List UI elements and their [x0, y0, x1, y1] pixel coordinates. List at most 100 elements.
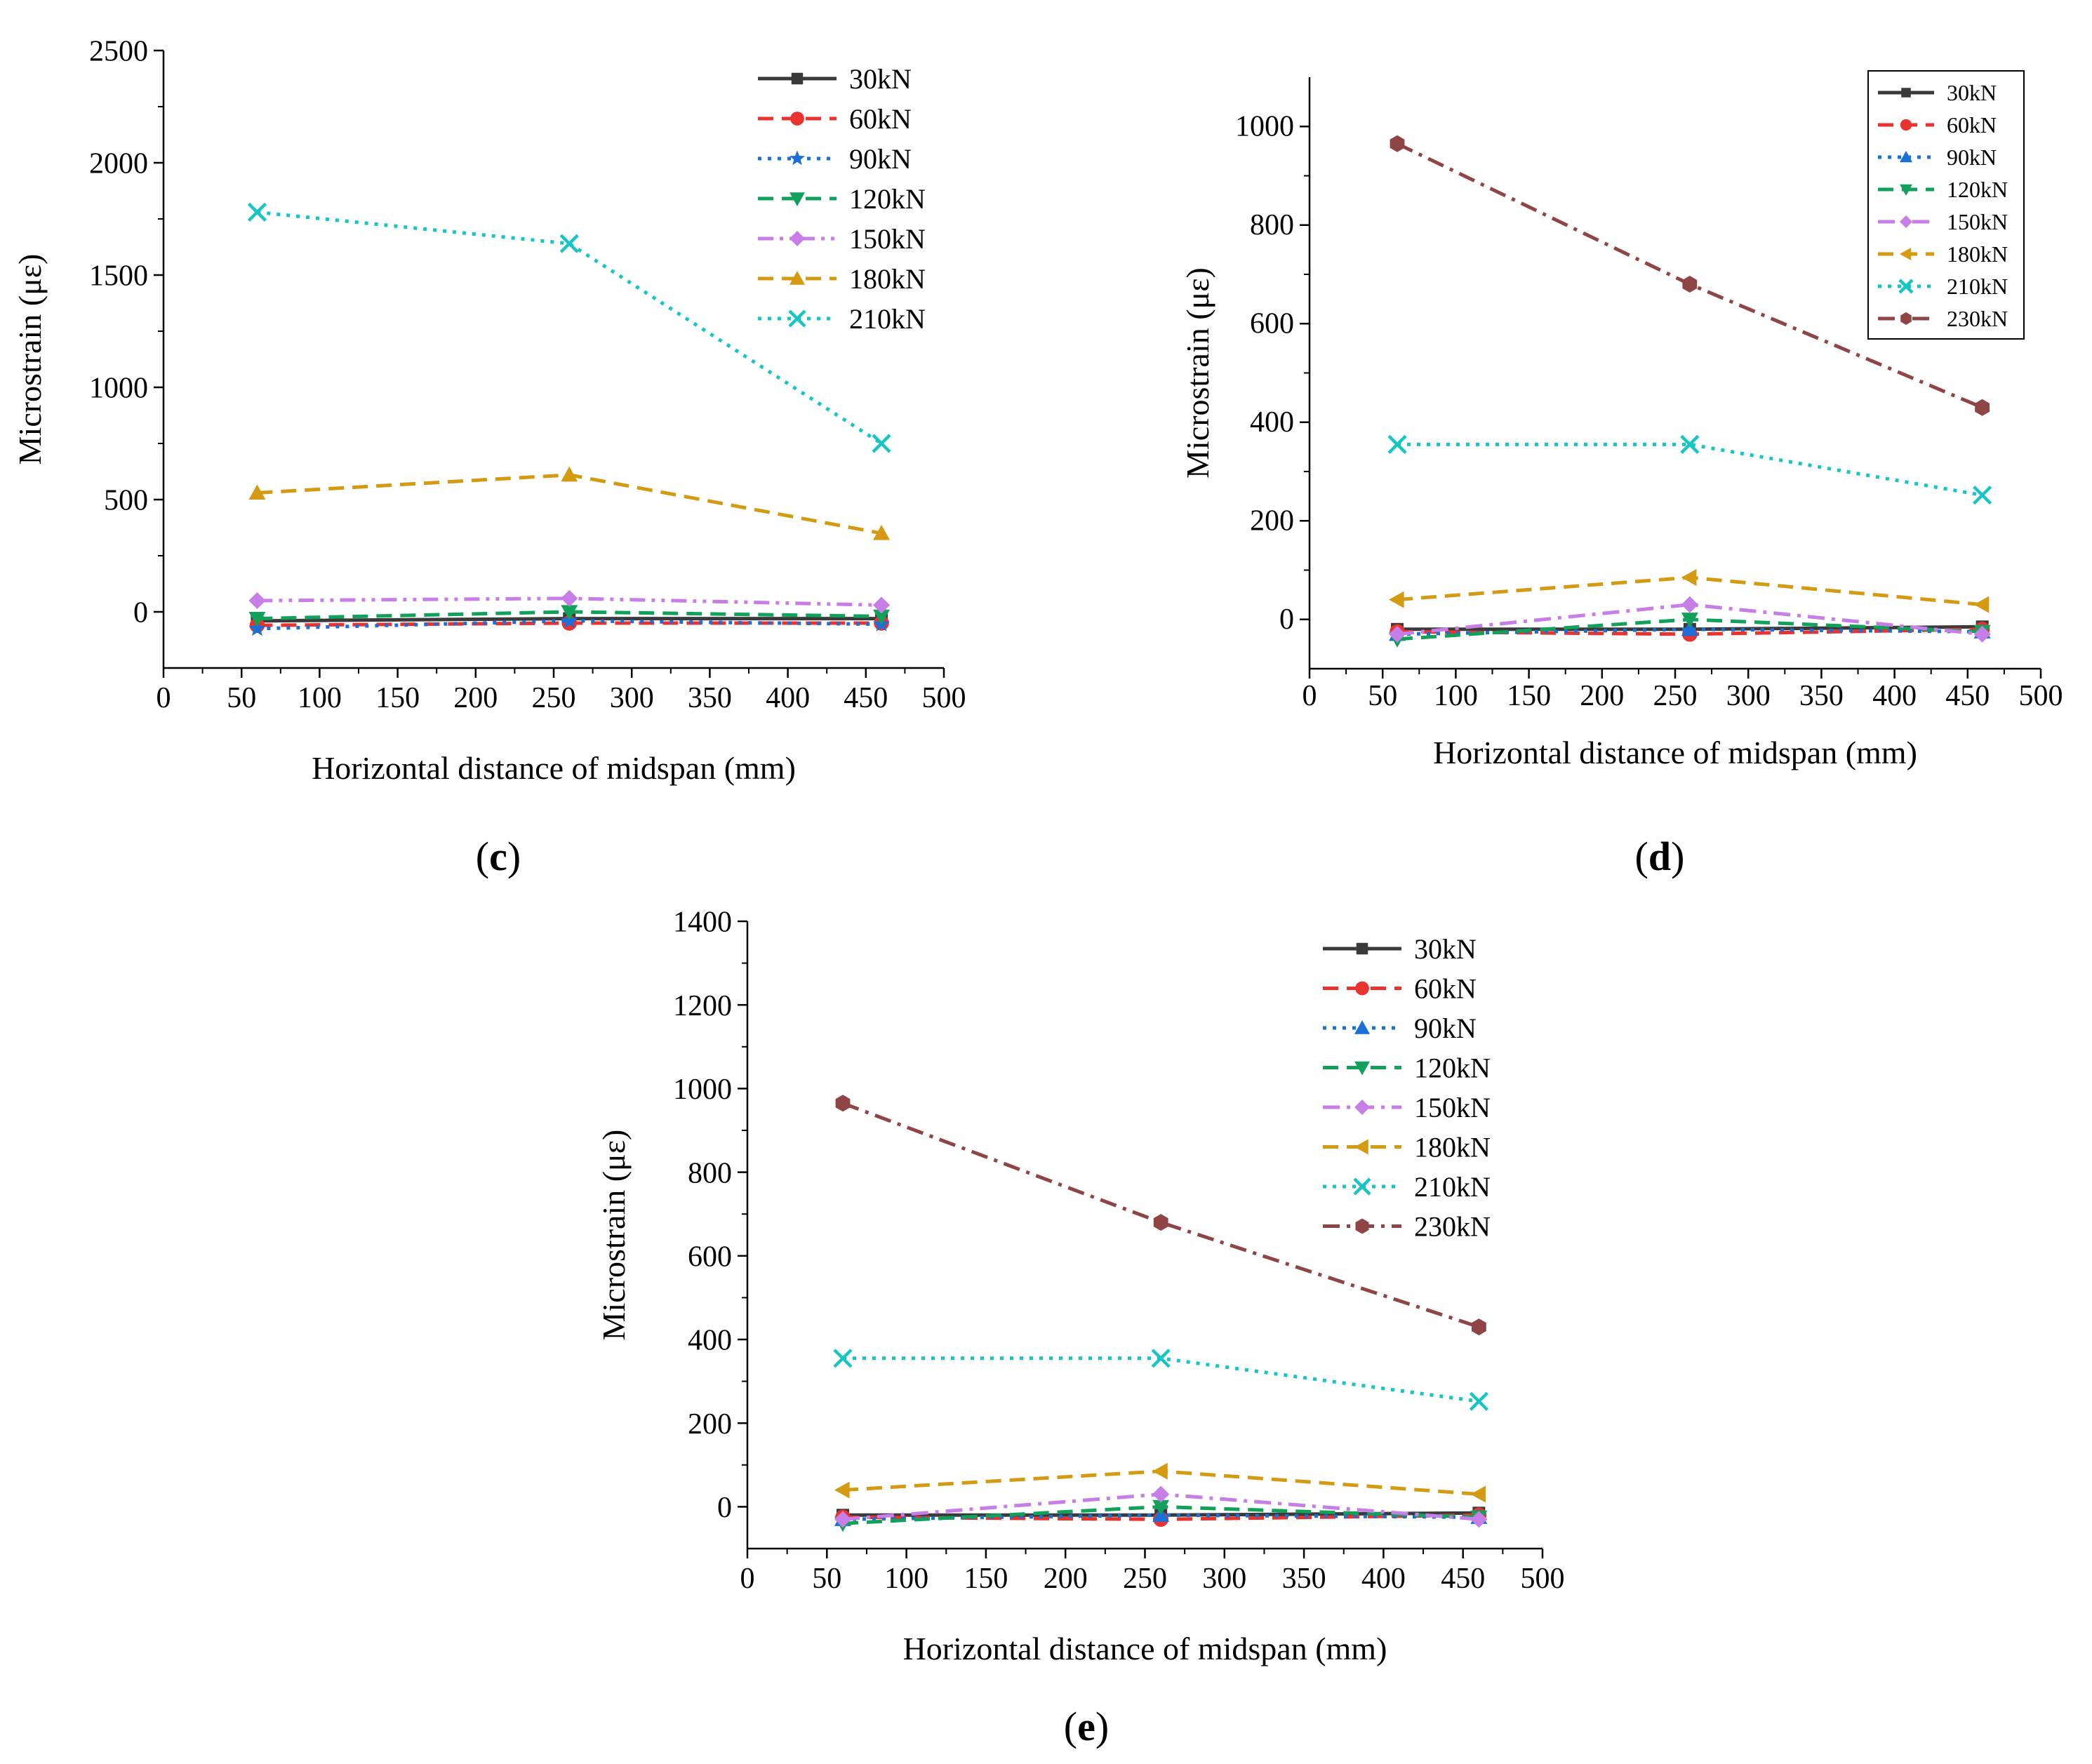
data-point [1973, 486, 1992, 505]
legend-swatch-marker [790, 150, 805, 166]
x-tick-label: 0 [156, 682, 171, 714]
legend-swatch-marker [1356, 942, 1368, 955]
series-210kN [833, 1349, 1488, 1411]
series-180kN [834, 1462, 1486, 1503]
x-tick-label: 50 [1368, 680, 1397, 712]
series-150kN [248, 589, 891, 614]
y-tick-label: 2000 [89, 148, 148, 180]
series-230kN [1390, 135, 1990, 416]
legend: 30kN 60kN 90kN 120kN 150kN 180kN 210kN 230kN [1323, 933, 1491, 1243]
legend-label: 90kN [1414, 1013, 1477, 1044]
data-point [1152, 1462, 1168, 1480]
chart-panel-d: 0 50 100 150 200 250 300 350 400 450 500 0 200 400 600… [1180, 70, 2063, 879]
data-point [1681, 613, 1698, 628]
legend-label: 150kN [1414, 1092, 1491, 1123]
data-point [1152, 1499, 1170, 1516]
legend-item: 90kN [1878, 145, 1997, 170]
legend-swatch-marker [1898, 279, 1914, 294]
legend-label: 30kN [849, 63, 912, 95]
x-tick-label: 250 [1123, 1563, 1167, 1595]
data-point [1389, 591, 1404, 608]
data-point [833, 1349, 853, 1368]
panel-label: (e) [1064, 1704, 1109, 1749]
legend-label: 230kN [1947, 306, 2008, 331]
legend-swatch-marker [1354, 1100, 1370, 1115]
data-point [1390, 135, 1405, 152]
x-tick-label: 200 [1580, 680, 1624, 712]
x-tick-label: 400 [1361, 1563, 1406, 1595]
legend-label: 30kN [1947, 80, 1997, 105]
plot-area [1387, 135, 1992, 648]
x-axis-title: Horizontal distance of midspan (mm) [312, 750, 796, 786]
y-tick-label: 1500 [89, 260, 148, 293]
legend-item: 210kN [1323, 1171, 1491, 1203]
data-point [1680, 434, 1700, 454]
data-point [248, 484, 266, 500]
y-tick-label: 1200 [673, 990, 732, 1022]
x-tick-label: 450 [1441, 1563, 1485, 1595]
legend-item: 180kN [1878, 241, 2008, 267]
x-tick-label: 200 [453, 682, 498, 714]
data-point [248, 620, 266, 636]
series-line [257, 210, 883, 446]
series-230kN [835, 1095, 1486, 1336]
legend-frame [1867, 70, 2025, 340]
data-point [1472, 1318, 1486, 1336]
legend-item: 30kN [1323, 933, 1477, 965]
legend-swatch-marker [1354, 1139, 1368, 1155]
legend-item: 210kN [758, 303, 926, 335]
legend-label: 120kN [1947, 177, 2008, 202]
data-point [873, 596, 891, 614]
y-tick-label: 500 [104, 485, 148, 517]
x-tick-label: 150 [964, 1563, 1008, 1595]
axes: 0 50 100 150 200 250 300 350 400 450 500 0 200 400 600… [1235, 77, 2063, 712]
y-tick-label: 200 [1250, 505, 1294, 537]
x-tick-label: 250 [1653, 680, 1698, 712]
x-tick-label: 200 [1044, 1563, 1088, 1595]
data-point [248, 592, 266, 609]
legend-label: 120kN [1414, 1053, 1491, 1084]
series-210kN [247, 202, 891, 453]
plot-area [247, 202, 891, 636]
x-tick-label: 300 [1726, 680, 1771, 712]
data-point [873, 525, 891, 540]
legend-item: 30kN [758, 63, 912, 95]
legend-swatch-marker [1355, 981, 1369, 996]
data-point [873, 609, 891, 625]
y-tick-label: 400 [688, 1325, 732, 1357]
data-point [1975, 399, 1990, 416]
data-point [1151, 1349, 1171, 1368]
data-point [1681, 596, 1698, 613]
x-tick-label: 300 [610, 682, 654, 714]
x-tick-label: 50 [227, 682, 256, 714]
x-tick-label: 400 [1872, 680, 1917, 712]
legend-item: 120kN [758, 183, 926, 215]
x-tick-label: 100 [884, 1563, 928, 1595]
legend-item: 180kN [1323, 1132, 1491, 1163]
legend-label: 210kN [1947, 274, 2008, 299]
x-tick-label: 450 [844, 682, 888, 714]
y-tick-label: 200 [688, 1408, 732, 1441]
data-point [1681, 620, 1698, 636]
axes: 0 50 100 150 200 250 300 350 400 450 500 0 500 1000 15… [89, 36, 966, 714]
legend-swatch-marker [1901, 88, 1911, 98]
legend: 30kN 60kN 90kN 120kN 150kN 180kN 210kN 230kN [1867, 70, 2025, 340]
series-150kN [1389, 596, 1991, 643]
legend-item: 180kN [758, 263, 926, 295]
data-point [1389, 625, 1406, 643]
axes: 0 50 100 150 200 250 300 350 400 450 500 0 200 400 600… [673, 907, 1565, 1595]
data-point [247, 202, 267, 222]
data-point [872, 434, 891, 453]
x-tick-label: 0 [1302, 680, 1317, 712]
x-tick-label: 100 [298, 682, 342, 714]
y-axis-title: Microstrain (με) [1180, 267, 1215, 479]
legend-swatch-marker [1900, 119, 1912, 131]
panel-label: (c) [476, 834, 521, 879]
x-tick-label: 350 [1799, 680, 1844, 712]
legend-swatch-marker [1900, 312, 1912, 325]
legend-item: 90kN [758, 143, 912, 175]
y-axis-title: Microstrain (με) [12, 254, 48, 465]
x-axis-title: Horizontal distance of midspan (mm) [903, 1631, 1387, 1666]
data-point [1469, 1391, 1488, 1411]
